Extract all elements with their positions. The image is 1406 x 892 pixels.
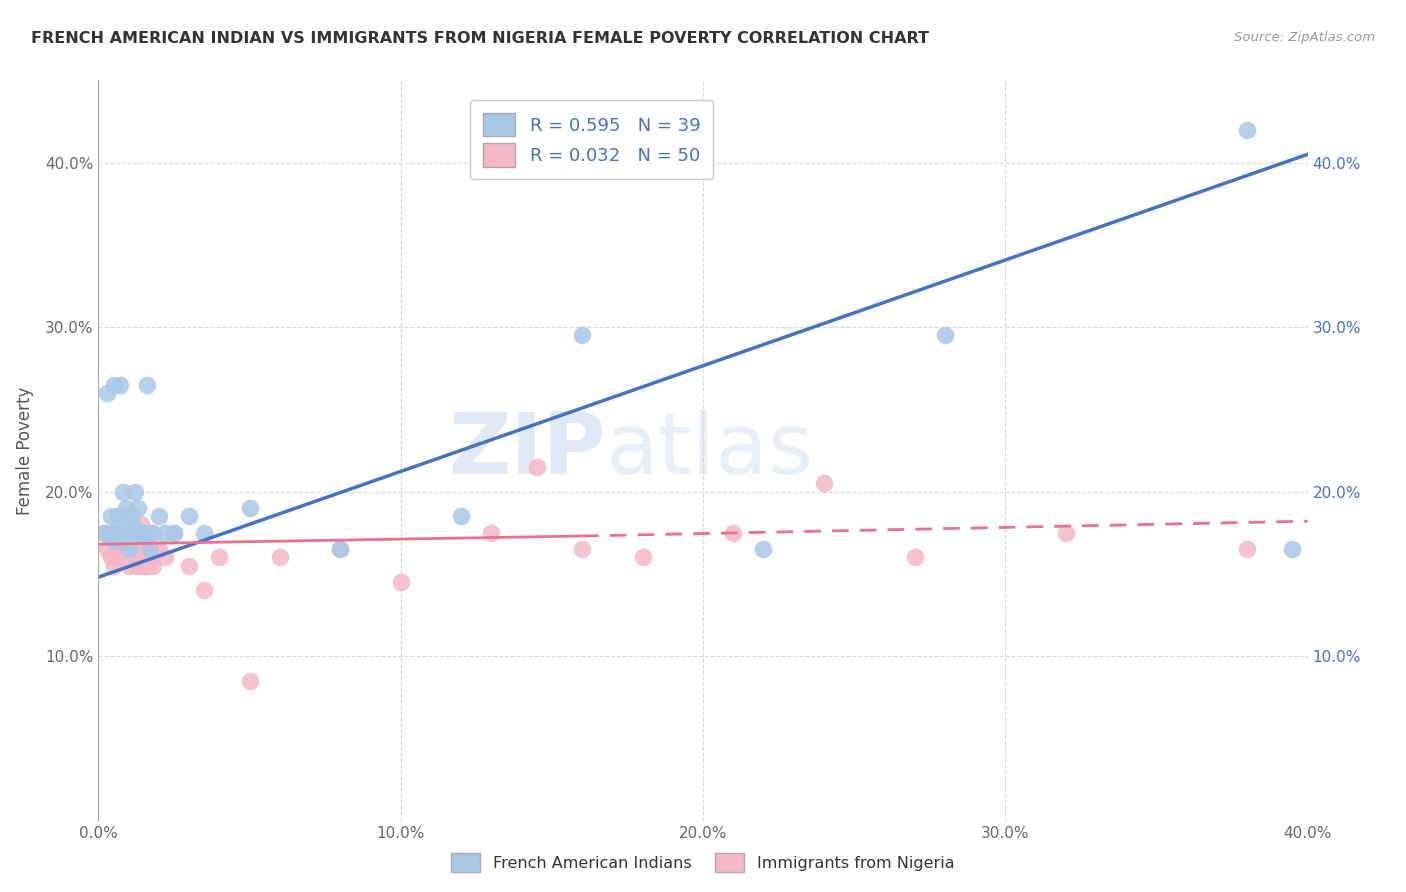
Point — [135, 377, 157, 392]
Point — [118, 542, 141, 557]
Text: FRENCH AMERICAN INDIAN VS IMMIGRANTS FROM NIGERIA FEMALE POVERTY CORRELATION CHA: FRENCH AMERICAN INDIAN VS IMMIGRANTS FRO… — [31, 31, 929, 46]
Point — [124, 484, 146, 499]
Point — [723, 525, 745, 540]
Text: atlas: atlas — [606, 409, 814, 492]
Point — [129, 525, 152, 540]
Point — [118, 558, 141, 573]
Point — [193, 525, 215, 540]
Point — [193, 583, 215, 598]
Point — [571, 328, 593, 343]
Point — [127, 558, 149, 573]
Point — [752, 542, 775, 557]
Point — [111, 542, 134, 557]
Point — [121, 517, 143, 532]
Point — [124, 550, 146, 565]
Point — [142, 558, 165, 573]
Point — [139, 525, 162, 540]
Legend: R = 0.595   N = 39, R = 0.032   N = 50: R = 0.595 N = 39, R = 0.032 N = 50 — [470, 101, 713, 179]
Point — [100, 509, 122, 524]
Point — [93, 525, 115, 540]
Point — [163, 525, 186, 540]
Point — [934, 328, 956, 343]
Point — [1054, 525, 1077, 540]
Point — [108, 525, 131, 540]
Point — [127, 501, 149, 516]
Point — [105, 533, 128, 548]
Point — [127, 542, 149, 557]
Point — [132, 525, 155, 540]
Point — [179, 509, 201, 524]
Point — [329, 542, 352, 557]
Point — [100, 550, 122, 565]
Point — [1281, 542, 1303, 557]
Point — [103, 558, 125, 573]
Point — [132, 558, 155, 573]
Point — [121, 542, 143, 557]
Point — [239, 673, 262, 688]
Point — [114, 525, 136, 540]
Y-axis label: Female Poverty: Female Poverty — [15, 386, 34, 515]
Point — [148, 509, 170, 524]
Point — [135, 558, 157, 573]
Point — [108, 377, 131, 392]
Point — [103, 377, 125, 392]
Legend: French American Indians, Immigrants from Nigeria: French American Indians, Immigrants from… — [443, 845, 963, 880]
Point — [114, 525, 136, 540]
Point — [389, 575, 412, 590]
Point — [108, 550, 131, 565]
Point — [124, 525, 146, 540]
Point — [153, 525, 176, 540]
Point — [114, 501, 136, 516]
Point — [111, 542, 134, 557]
Point — [121, 509, 143, 524]
Point — [100, 525, 122, 540]
Point — [105, 525, 128, 540]
Point — [103, 533, 125, 548]
Point — [1236, 542, 1258, 557]
Point — [111, 484, 134, 499]
Point — [96, 385, 118, 400]
Point — [118, 525, 141, 540]
Point — [96, 542, 118, 557]
Point — [153, 550, 176, 565]
Point — [142, 550, 165, 565]
Point — [1236, 122, 1258, 136]
Point — [813, 476, 835, 491]
Point — [239, 501, 262, 516]
Point — [118, 550, 141, 565]
Point — [114, 550, 136, 565]
Point — [108, 525, 131, 540]
Point — [103, 525, 125, 540]
Point — [329, 542, 352, 557]
Point — [111, 509, 134, 524]
Text: Source: ZipAtlas.com: Source: ZipAtlas.com — [1234, 31, 1375, 45]
Point — [139, 550, 162, 565]
Point — [450, 509, 472, 524]
Point — [631, 550, 654, 565]
Point — [208, 550, 231, 565]
Point — [163, 525, 186, 540]
Point — [124, 525, 146, 540]
Point — [105, 509, 128, 524]
Point — [526, 459, 548, 474]
Point — [269, 550, 291, 565]
Point — [139, 542, 162, 557]
Point — [105, 542, 128, 557]
Point — [142, 525, 165, 540]
Point — [93, 525, 115, 540]
Point — [129, 542, 152, 557]
Point — [132, 533, 155, 548]
Point — [179, 558, 201, 573]
Point — [129, 517, 152, 532]
Point — [121, 533, 143, 548]
Point — [481, 525, 503, 540]
Point — [148, 542, 170, 557]
Point — [135, 525, 157, 540]
Point — [904, 550, 927, 565]
Text: ZIP: ZIP — [449, 409, 606, 492]
Point — [571, 542, 593, 557]
